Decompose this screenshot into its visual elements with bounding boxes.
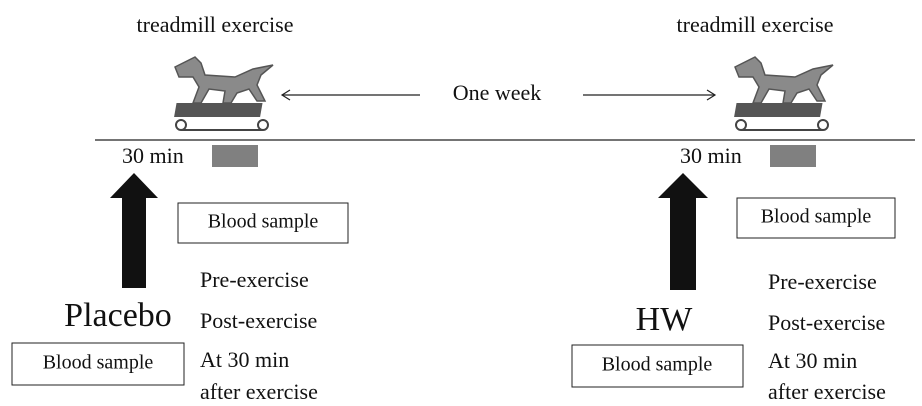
timepoint: after exercise	[768, 379, 886, 404]
sample-box	[177, 202, 349, 244]
timepoint: after exercise	[200, 379, 318, 404]
sample-label: Blood sample	[602, 354, 713, 376]
timepoint: Post-exercise	[768, 310, 885, 335]
interval-arrows	[280, 89, 717, 101]
sample-box	[736, 197, 896, 239]
exercise-label: treadmill exercise	[677, 12, 834, 37]
arm-arrow	[110, 173, 158, 288]
timepoint: At 30 min	[200, 347, 289, 372]
timepoint: Post-exercise	[200, 308, 317, 333]
interval-label: One week	[453, 80, 542, 105]
exercise-label: treadmill exercise	[137, 12, 294, 37]
arm-arrow	[658, 173, 708, 290]
exercise-bar	[770, 145, 816, 167]
duration: 30 min	[680, 143, 742, 168]
horse-icon	[733, 56, 834, 131]
sample-label: Blood sample	[43, 352, 154, 374]
timepoint: At 30 min	[768, 348, 857, 373]
horse-icon	[173, 56, 274, 131]
timepoint: Pre-exercise	[768, 269, 877, 294]
arm-label: Placebo	[64, 297, 172, 334]
duration: 30 min	[122, 143, 184, 168]
timepoint: Pre-exercise	[200, 267, 309, 292]
arm-label: HW	[636, 301, 694, 338]
sample-box	[571, 344, 744, 388]
sample-label: Blood sample	[761, 206, 872, 228]
sample-box	[11, 342, 185, 386]
sample-label: Blood sample	[208, 211, 319, 233]
exercise-bar	[212, 145, 258, 167]
